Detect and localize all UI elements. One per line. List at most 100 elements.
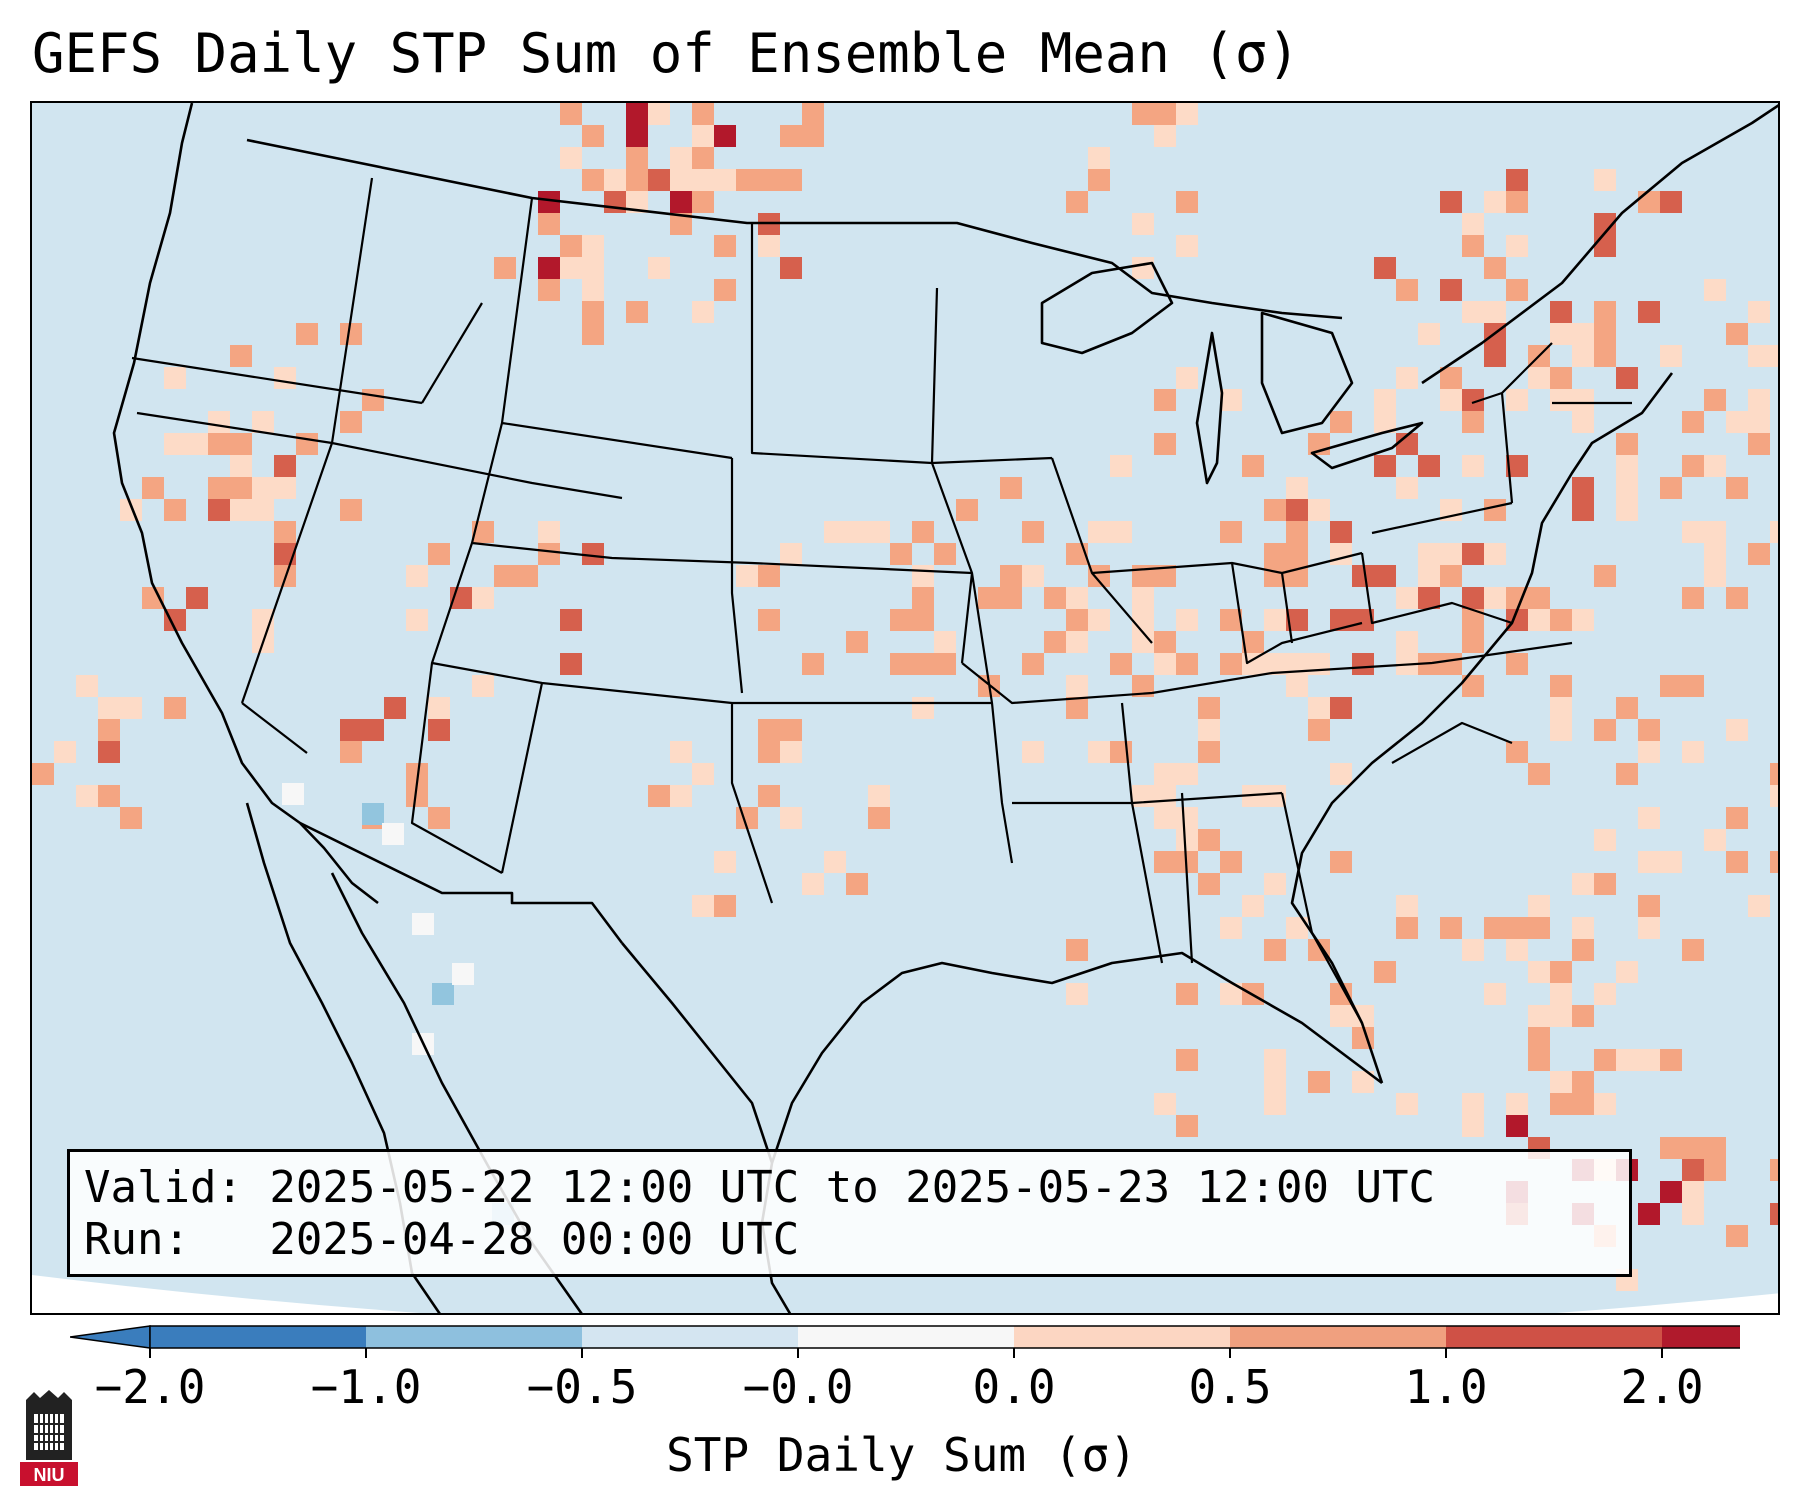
anomaly-cell [432,983,454,1005]
anomaly-cell [1132,631,1154,653]
anomaly-cell [626,125,648,147]
anomaly-cell [758,235,780,257]
anomaly-cell [978,587,1000,609]
anomaly-cell [780,125,802,147]
anomaly-cell [912,697,934,719]
anomaly-cell [582,257,604,279]
anomaly-cell [1154,807,1176,829]
anomaly-cell [1616,433,1638,455]
anomaly-cell [362,803,384,825]
anomaly-cell [1572,499,1594,521]
anomaly-cell [780,807,802,829]
anomaly-cell [1286,609,1308,631]
anomaly-cell [846,873,868,895]
anomaly-cell [1264,499,1286,521]
anomaly-cell [1264,609,1286,631]
anomaly-cell [692,147,714,169]
anomaly-cell [1484,917,1506,939]
anomaly-cell [1660,675,1682,697]
anomaly-cell [1638,301,1660,323]
anomaly-cell [560,147,582,169]
anomaly-cell [1330,983,1352,1005]
anomaly-cell [1022,653,1044,675]
anomaly-cell [538,191,560,213]
anomaly-cell [1770,763,1778,785]
anomaly-cell [1132,587,1154,609]
anomaly-cell [1528,609,1550,631]
anomaly-cell [1462,609,1484,631]
anomaly-cell [274,477,296,499]
anomaly-cell [692,125,714,147]
anomaly-cell [1418,565,1440,587]
anomaly-cell [912,653,934,675]
anomaly-cell [1616,477,1638,499]
anomaly-cell [1110,521,1132,543]
anomaly-cell [1066,587,1088,609]
anomaly-cell [1440,653,1462,675]
anomaly-cell [1594,301,1616,323]
anomaly-cell [1154,103,1176,125]
anomaly-cell [1286,521,1308,543]
anomaly-cell [1506,455,1528,477]
anomaly-cell [1264,1093,1286,1115]
anomaly-cell [582,543,604,565]
anomaly-cell [1176,103,1198,125]
anomaly-cell [692,301,714,323]
anomaly-cell [1506,235,1528,257]
anomaly-cell [428,719,450,741]
anomaly-cell [1682,1159,1704,1181]
anomaly-cell [1638,1049,1660,1071]
anomaly-cell [274,367,296,389]
anomaly-cell [1748,895,1770,917]
anomaly-cell [230,433,252,455]
anomaly-cell [670,741,692,763]
anomaly-cell [1132,103,1154,125]
anomaly-cell [1440,543,1462,565]
anomaly-cell [1308,1071,1330,1093]
anomaly-cell [1616,455,1638,477]
anomaly-cell [538,257,560,279]
anomaly-cell [428,697,450,719]
anomaly-cell [1572,411,1594,433]
anomaly-cell [274,543,296,565]
anomaly-cell [1572,389,1594,411]
anomaly-cell [1000,477,1022,499]
anomaly-cell [1374,961,1396,983]
anomaly-cell [736,169,758,191]
anomaly-cell [1572,939,1594,961]
anomaly-cell [1264,873,1286,895]
anomaly-cell [714,279,736,301]
anomaly-cell [868,521,890,543]
anomaly-cell [626,191,648,213]
anomaly-cell [1154,433,1176,455]
anomaly-cell [494,565,516,587]
anomaly-cell [1154,125,1176,147]
anomaly-cell [1682,411,1704,433]
anomaly-cell [1506,389,1528,411]
anomaly-cell [1220,609,1242,631]
anomaly-cell [1000,565,1022,587]
anomaly-cell [1154,389,1176,411]
anomaly-cell [1594,323,1616,345]
anomaly-cell [1594,719,1616,741]
colorbar-tick-label: 0.0 [972,1360,1056,1414]
anomaly-cell [1726,807,1748,829]
anomaly-cell [582,323,604,345]
anomaly-cell [1616,763,1638,785]
anomaly-cell [340,323,362,345]
anomaly-cell [582,235,604,257]
anomaly-cell [714,895,736,917]
anomaly-cell [1264,653,1286,675]
anomaly-cell [1440,191,1462,213]
anomaly-cell [648,257,670,279]
anomaly-cell [1506,939,1528,961]
anomaly-cell [274,521,296,543]
anomaly-cell [1660,191,1682,213]
anomaly-cell [1308,653,1330,675]
colorbar-segment [1014,1326,1230,1348]
colorbar-tick-label: −2.0 [94,1360,206,1414]
anomaly-cell [1066,609,1088,631]
anomaly-cell [1176,763,1198,785]
anomaly-cell [582,301,604,323]
anomaly-cell [164,609,186,631]
